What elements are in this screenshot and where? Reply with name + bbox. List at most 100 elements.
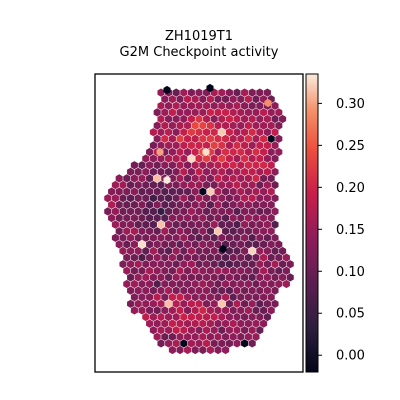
spot: [237, 253, 245, 262]
spot: [168, 200, 176, 209]
spot: [210, 339, 218, 348]
spot: [210, 128, 218, 137]
spot: [184, 240, 192, 249]
spot: [153, 293, 161, 302]
spot: [184, 306, 192, 315]
spot: [156, 147, 164, 157]
spot: [191, 266, 199, 275]
spot: [165, 207, 173, 216]
spot: [191, 293, 199, 302]
spot: [222, 306, 230, 315]
chart-subtitle: G2M Checkpoint activity: [120, 45, 279, 60]
spot: [256, 220, 264, 229]
spot: [195, 220, 203, 229]
spot: [161, 279, 169, 289]
spot: [219, 244, 227, 254]
spot: [123, 187, 131, 196]
spot: [138, 253, 146, 262]
spot: [203, 167, 211, 176]
spot: [199, 253, 207, 262]
spot: [157, 128, 165, 137]
spot: [184, 293, 192, 302]
spot: [256, 299, 264, 308]
spot: [184, 279, 192, 289]
spot: [275, 121, 283, 130]
spot: [218, 260, 226, 269]
spot: [191, 95, 199, 104]
spot: [165, 128, 173, 137]
spot: [233, 101, 241, 110]
spot: [161, 134, 169, 143]
spot: [248, 299, 256, 308]
spot: [157, 194, 165, 203]
spot: [153, 253, 161, 262]
spot: [191, 319, 199, 328]
spot: [229, 306, 237, 315]
spot: [180, 167, 188, 176]
spot: [180, 128, 188, 137]
spot: [264, 98, 272, 108]
spot: [176, 134, 184, 143]
spot: [165, 167, 173, 176]
spot: [195, 299, 203, 308]
spot: [225, 154, 233, 163]
spot: [229, 266, 237, 275]
spot: [275, 134, 283, 143]
spot: [199, 134, 207, 143]
spot: [206, 266, 214, 275]
spot: [263, 260, 271, 269]
spot: [244, 227, 252, 236]
spot: [111, 180, 119, 190]
spot: [229, 227, 237, 236]
spot: [130, 187, 138, 196]
spot: [184, 121, 192, 130]
spot: [153, 240, 161, 249]
spot: [286, 273, 294, 282]
spot: [248, 88, 256, 97]
spot: [275, 279, 283, 289]
spot: [146, 174, 154, 183]
spot: [260, 200, 268, 209]
spot: [157, 246, 165, 256]
spot: [241, 141, 249, 150]
spot: [263, 286, 271, 295]
spot: [218, 326, 226, 335]
spot: [241, 114, 249, 124]
spot: [195, 167, 203, 176]
spot: [176, 332, 184, 341]
spot: [191, 187, 199, 196]
spot: [218, 128, 226, 137]
spot: [260, 161, 268, 170]
spot: [233, 141, 241, 150]
spot: [237, 174, 245, 183]
spot: [111, 220, 119, 229]
spot: [115, 187, 123, 196]
colorbar: [305, 73, 319, 373]
spot: [248, 128, 256, 137]
spot: [222, 121, 230, 130]
spot: [271, 220, 279, 229]
spot: [210, 220, 218, 229]
spot: [229, 279, 237, 289]
spot: [214, 227, 222, 236]
spot: [225, 299, 233, 308]
spot: [203, 273, 211, 282]
spot: [168, 266, 176, 275]
tissue-spots: [104, 83, 294, 355]
spot: [260, 306, 268, 315]
spot: [153, 279, 161, 289]
spot: [127, 167, 135, 176]
spot: [214, 266, 222, 275]
spot: [271, 101, 279, 110]
spot: [256, 194, 264, 203]
spot: [256, 273, 264, 282]
spot: [271, 299, 279, 308]
spot: [195, 286, 203, 295]
spot: [271, 246, 279, 256]
spot: [225, 128, 233, 137]
spot: [146, 279, 154, 289]
spot: [218, 194, 226, 203]
spot: [195, 207, 203, 216]
spot: [233, 286, 241, 295]
spot: [165, 141, 173, 150]
